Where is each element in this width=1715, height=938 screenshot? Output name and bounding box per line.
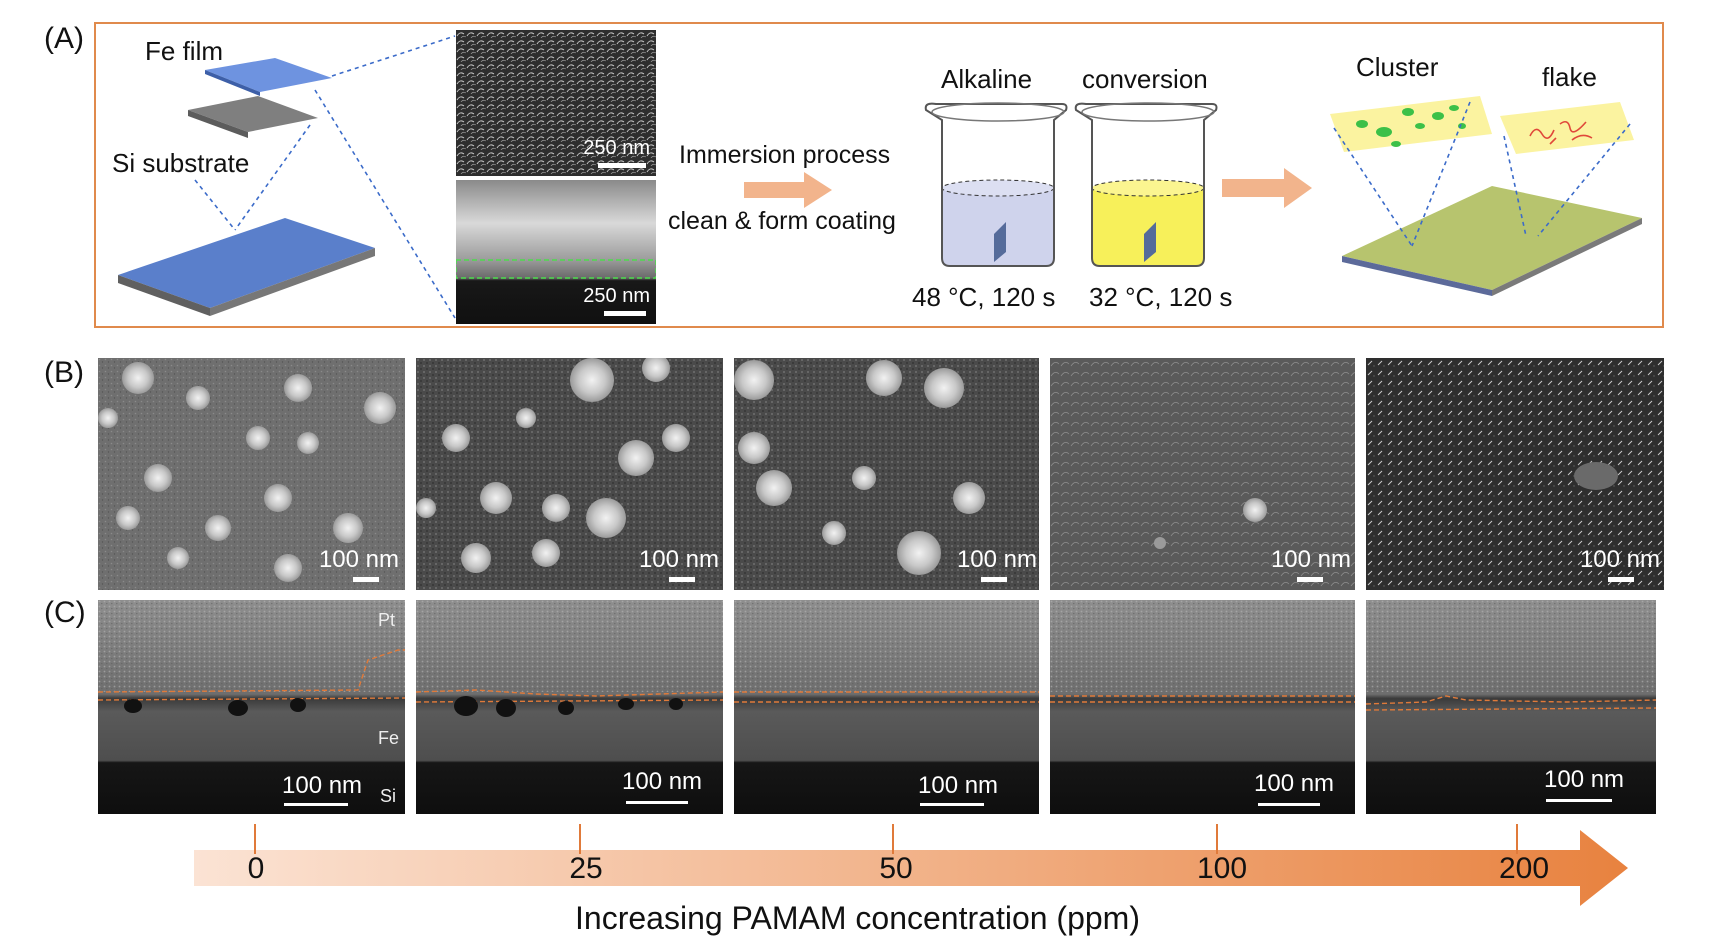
scale-label: 100 nm [638, 546, 719, 573]
cluster-note [1330, 96, 1492, 152]
sample-chip-icon [1144, 222, 1156, 262]
panel-a-frame [94, 22, 1664, 328]
flake-label: flake [1542, 62, 1597, 92]
scale-bar [1297, 577, 1323, 582]
immersion-process-label: Immersion process [679, 141, 891, 169]
arrow-icon [1222, 168, 1312, 208]
concentration-arrow [194, 830, 1628, 906]
scale-label: 100 nm [1254, 770, 1335, 797]
tick-mark [892, 824, 894, 854]
scale-bar [1608, 577, 1634, 582]
scale-label: 100 nm [918, 772, 999, 799]
scale-bar [353, 577, 379, 582]
sem-top-image-200ppm: 100 nm [1366, 358, 1664, 590]
scale-label: 100 nm [318, 546, 399, 573]
sem-cross-image-200ppm: 100 nm [1366, 600, 1656, 814]
scale-bar [284, 803, 348, 806]
beakers-diagram [924, 102, 1218, 267]
sem-cross-image-0ppm: Pt Fe Si 100 nm [98, 600, 405, 814]
conversion-condition-label: 32 °C, 120 s [1089, 282, 1233, 312]
sem-cross-image-50ppm: 100 nm [734, 600, 1039, 814]
conversion-liquid [1092, 188, 1204, 266]
scale-bar [1258, 803, 1320, 806]
sem-top-view-image: 250 nm [456, 30, 656, 176]
sem-top-scale-bar [598, 163, 646, 168]
scale-bar [920, 803, 984, 806]
alkaline-condition-label: 48 °C, 120 s [912, 282, 1056, 312]
tick-mark [1216, 824, 1218, 854]
scale-bar [981, 577, 1007, 582]
sem-cross-scale-bar [604, 311, 646, 316]
si-substrate-plate [118, 218, 375, 308]
gray-layer [188, 96, 318, 132]
scale-label: 100 nm [956, 546, 1037, 573]
axis-title: Increasing PAMAM concentration (ppm) [575, 900, 1140, 936]
si-substrate-label: Si substrate [112, 148, 250, 178]
cluster-label: Cluster [1356, 52, 1439, 82]
tick-label-0: 0 [247, 852, 265, 885]
panel-label-a: (A) [44, 22, 84, 55]
scale-bar [1546, 799, 1612, 802]
tick-label-200: 200 [1498, 852, 1550, 885]
coated-plate [1342, 186, 1642, 290]
scale-label: 100 nm [282, 772, 363, 799]
fe-film-layer [205, 58, 332, 92]
sem-top-image-100ppm: 100 nm [1050, 358, 1355, 590]
sem-top-image-0ppm: 100 nm [98, 358, 405, 590]
si-layer-label: Si [380, 786, 397, 806]
flake-note [1500, 102, 1634, 154]
sem-cross-scale-label: 250 nm [583, 285, 650, 307]
sem-cross-image-100ppm: 100 nm [1050, 600, 1355, 814]
fe-film-label: Fe film [145, 36, 223, 66]
scale-label: 100 nm [1579, 546, 1660, 573]
tick-mark [254, 824, 256, 854]
scale-label: 100 nm [1544, 766, 1625, 793]
sem-top-image-50ppm: 100 nm [734, 358, 1039, 590]
alkaline-label: Alkaline [941, 64, 1033, 94]
tick-label-25: 25 [569, 852, 603, 885]
tick-label-50: 50 [879, 852, 913, 885]
tick-mark [1516, 824, 1518, 854]
sem-cross-section-image: 250 nm [456, 180, 656, 324]
coated-substrate-diagram [1330, 96, 1642, 296]
arrow-icon [744, 172, 832, 208]
alkaline-liquid [942, 188, 1054, 266]
panel-label-b: (B) [44, 356, 84, 389]
conversion-label: conversion [1082, 64, 1208, 94]
pt-layer-label: Pt [378, 610, 396, 630]
sem-cross-image-25ppm: 100 nm [416, 600, 723, 814]
tick-mark [579, 824, 581, 854]
scale-label: 100 nm [622, 768, 703, 795]
scale-bar [626, 801, 688, 804]
sem-top-scale-label: 250 nm [583, 137, 650, 159]
clean-form-coating-label: clean & form coating [668, 207, 896, 235]
scale-label: 100 nm [1270, 546, 1351, 573]
fe-layer-label: Fe [378, 728, 400, 748]
sem-top-image-25ppm: 100 nm [416, 358, 723, 590]
tick-label-100: 100 [1196, 852, 1248, 885]
sample-chip-icon [994, 222, 1006, 262]
scale-bar [669, 577, 695, 582]
layer-stack-diagram [118, 35, 456, 319]
panel-label-c: (C) [44, 596, 86, 629]
